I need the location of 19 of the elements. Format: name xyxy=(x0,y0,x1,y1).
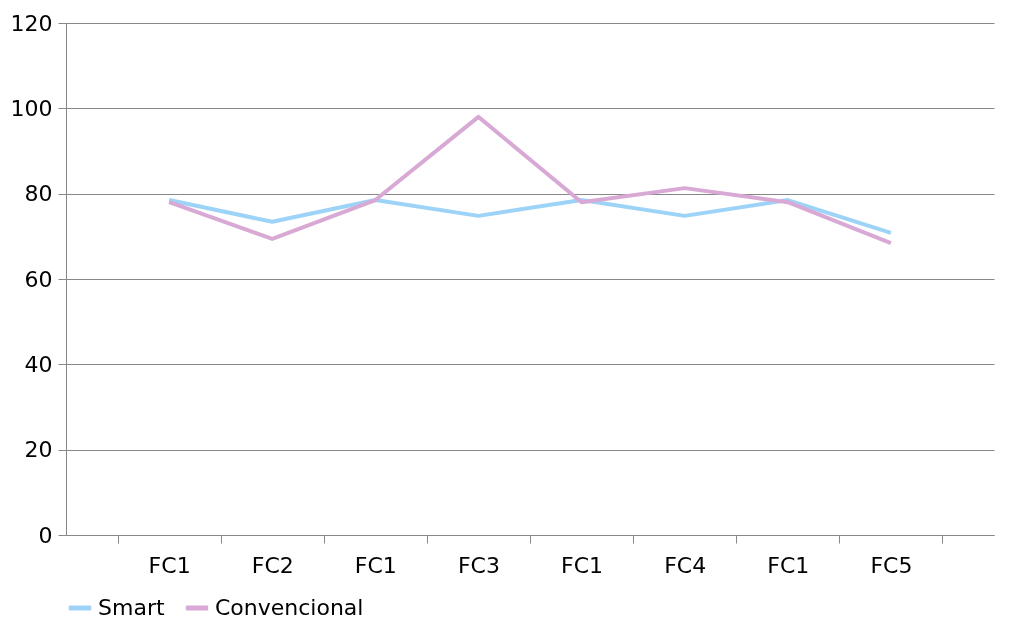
legend-label: Smart xyxy=(98,595,165,620)
line-series xyxy=(167,198,893,235)
y-tick-label: 100 xyxy=(10,95,53,121)
x-tick-label: FC2 xyxy=(251,552,294,578)
y-tick-label: 80 xyxy=(24,181,53,207)
line-series xyxy=(167,114,893,246)
legend-label: Convencional xyxy=(215,595,364,620)
x-tick-label: FC1 xyxy=(561,552,604,578)
y-tick-label: 0 xyxy=(38,522,53,548)
x-tick-label: FC1 xyxy=(148,552,191,578)
x-tick-label: FC1 xyxy=(354,552,397,578)
y-tick-label: 20 xyxy=(24,437,53,463)
y-tick-label: 60 xyxy=(24,266,53,292)
y-tick-label: 120 xyxy=(10,10,53,36)
y-tick-label: 40 xyxy=(24,351,53,377)
x-tick-label: FC4 xyxy=(664,552,707,578)
x-tick-label: FC1 xyxy=(767,552,810,578)
x-tick-label: FC5 xyxy=(870,552,913,578)
x-tick-label: FC3 xyxy=(457,552,500,578)
